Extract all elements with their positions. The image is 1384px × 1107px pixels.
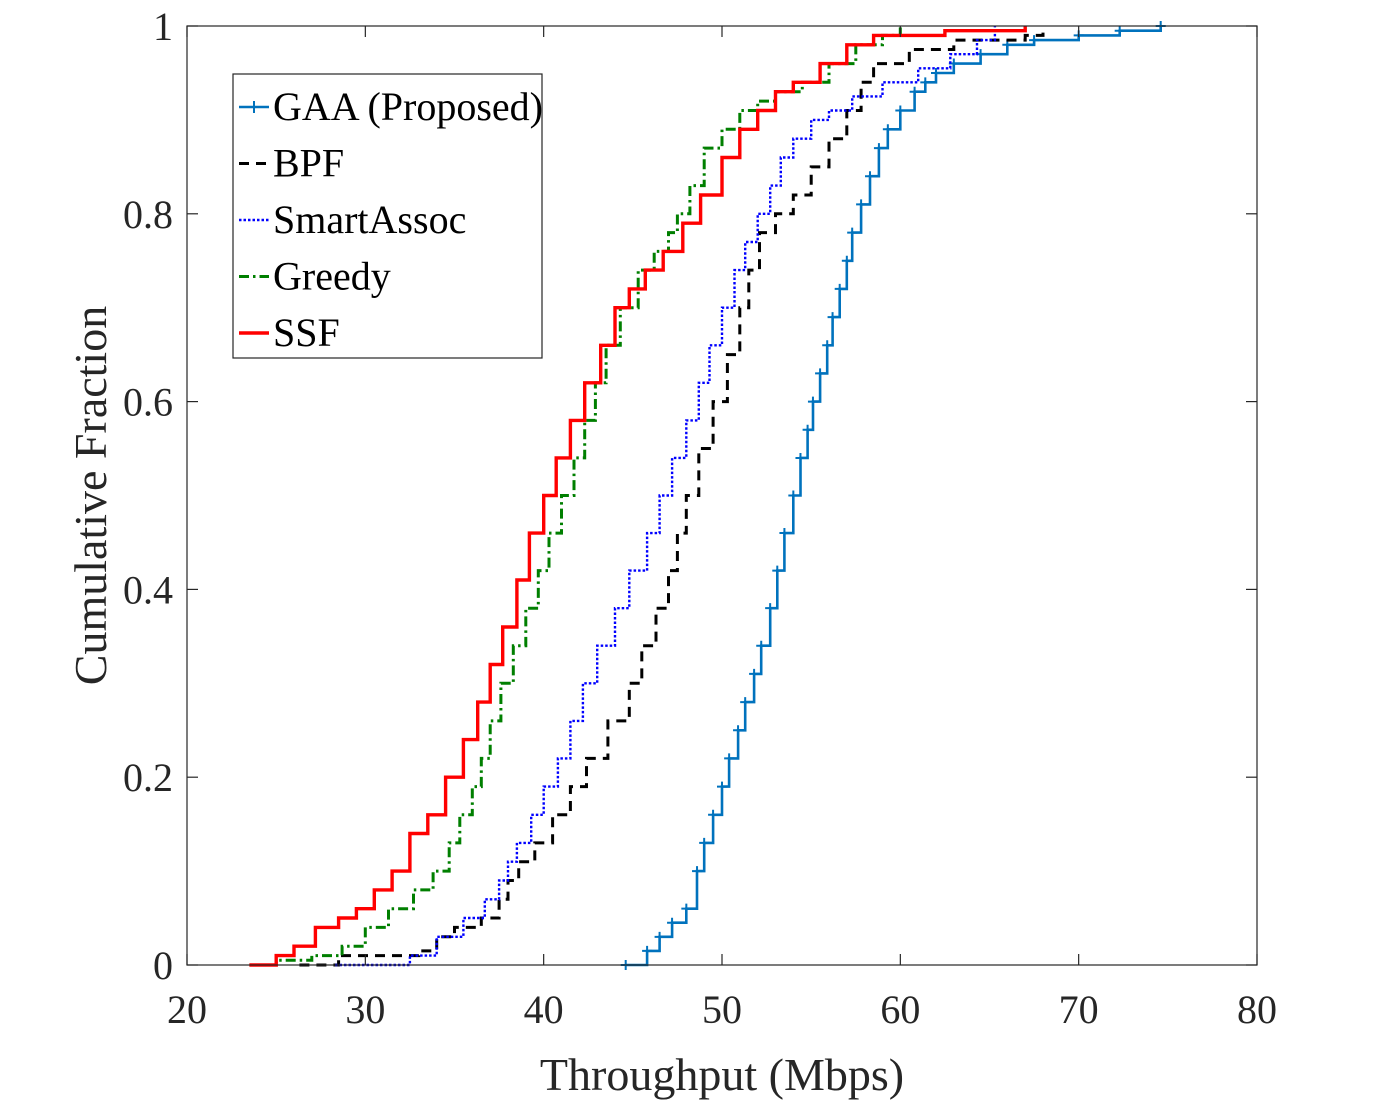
series-line-4: [249, 26, 1027, 967]
x-axis-title: Throughput (Mbps): [540, 1049, 904, 1100]
series-0-marker-28: [865, 171, 876, 182]
legend-label-1: BPF: [273, 141, 344, 186]
y-axis-title: Cumulative Fraction: [65, 306, 116, 685]
series-0-marker-34: [931, 67, 941, 78]
series-0-marker-10: [733, 725, 744, 736]
x-tick-label-2: 40: [524, 987, 564, 1032]
series-0-marker-19: [802, 424, 813, 435]
axes: 20 30 40 50 60 70 80 0 0.2 0.4 0.6 0.8 1: [123, 4, 1277, 1032]
series-0-marker-17: [788, 490, 799, 501]
series-0-marker-4: [681, 903, 692, 914]
series-0-marker-2: [654, 931, 665, 942]
legend: GAA (Proposed) BPF SmartAssoc Greedy SSF: [232, 73, 543, 359]
legend-label-3: Greedy: [273, 254, 391, 299]
y-tick-label-5: 1: [153, 4, 173, 49]
x-tick-label-6: 80: [1237, 987, 1277, 1032]
series-0-marker-31: [895, 105, 906, 116]
legend-marker-0: [248, 101, 260, 113]
x-tick-label-3: 50: [702, 987, 742, 1032]
series-0-marker-30: [882, 124, 893, 135]
series-0-marker-40: [1114, 25, 1125, 36]
y-tick-label-2: 0.4: [123, 567, 173, 612]
series-0-marker-23: [827, 312, 838, 323]
series-0-marker-7: [708, 809, 719, 820]
y-tick-label-0: 0: [153, 943, 173, 988]
y-tick-label-1: 0.2: [123, 755, 173, 800]
series-0-marker-33: [920, 77, 931, 88]
series-0-marker-12: [749, 668, 760, 679]
series-0-marker-11: [740, 697, 751, 708]
series-0-marker-24: [834, 283, 845, 294]
series-0-marker-18: [795, 452, 806, 463]
series-0-marker-5: [692, 866, 703, 877]
series-0-marker-15: [772, 565, 783, 576]
series-line-1: [299, 26, 1045, 967]
series-0-marker-21: [815, 368, 826, 379]
plot-area: [249, 21, 1166, 970]
legend-box: [232, 73, 543, 359]
series-0-marker-9: [724, 753, 735, 764]
legend-label-2: SmartAssoc: [273, 197, 466, 242]
series-0-marker-14: [765, 603, 776, 614]
series-0-marker-3: [667, 917, 678, 928]
series-0-marker-26: [847, 227, 858, 238]
x-tick-label-1: 30: [345, 987, 385, 1032]
series-0-marker-32: [909, 86, 920, 97]
x-tick-label-4: 60: [880, 987, 920, 1032]
x-tick-label-5: 70: [1059, 987, 1099, 1032]
series-0-marker-20: [807, 396, 818, 407]
series-0-marker-13: [756, 640, 767, 651]
legend-label-0: GAA (Proposed): [273, 84, 543, 129]
series-0-marker-38: [1029, 35, 1040, 46]
series-0-marker-1: [642, 945, 653, 956]
series-line-0: [625, 26, 1162, 967]
series-0-marker-27: [856, 199, 867, 210]
series-0-marker-6: [699, 837, 710, 848]
x-tick-label-0: 20: [167, 987, 207, 1032]
series-0-marker-16: [779, 528, 790, 539]
series-0-marker-29: [873, 143, 884, 154]
series-line-2: [335, 26, 997, 967]
series-0-marker-22: [822, 340, 833, 351]
series-line-3: [249, 26, 902, 967]
series-0-marker-25: [841, 255, 852, 266]
legend-label-4: SSF: [273, 310, 340, 355]
y-tick-label-3: 0.6: [123, 380, 173, 425]
series-0-marker-8: [717, 781, 727, 792]
y-tick-label-4: 0.8: [123, 192, 173, 237]
